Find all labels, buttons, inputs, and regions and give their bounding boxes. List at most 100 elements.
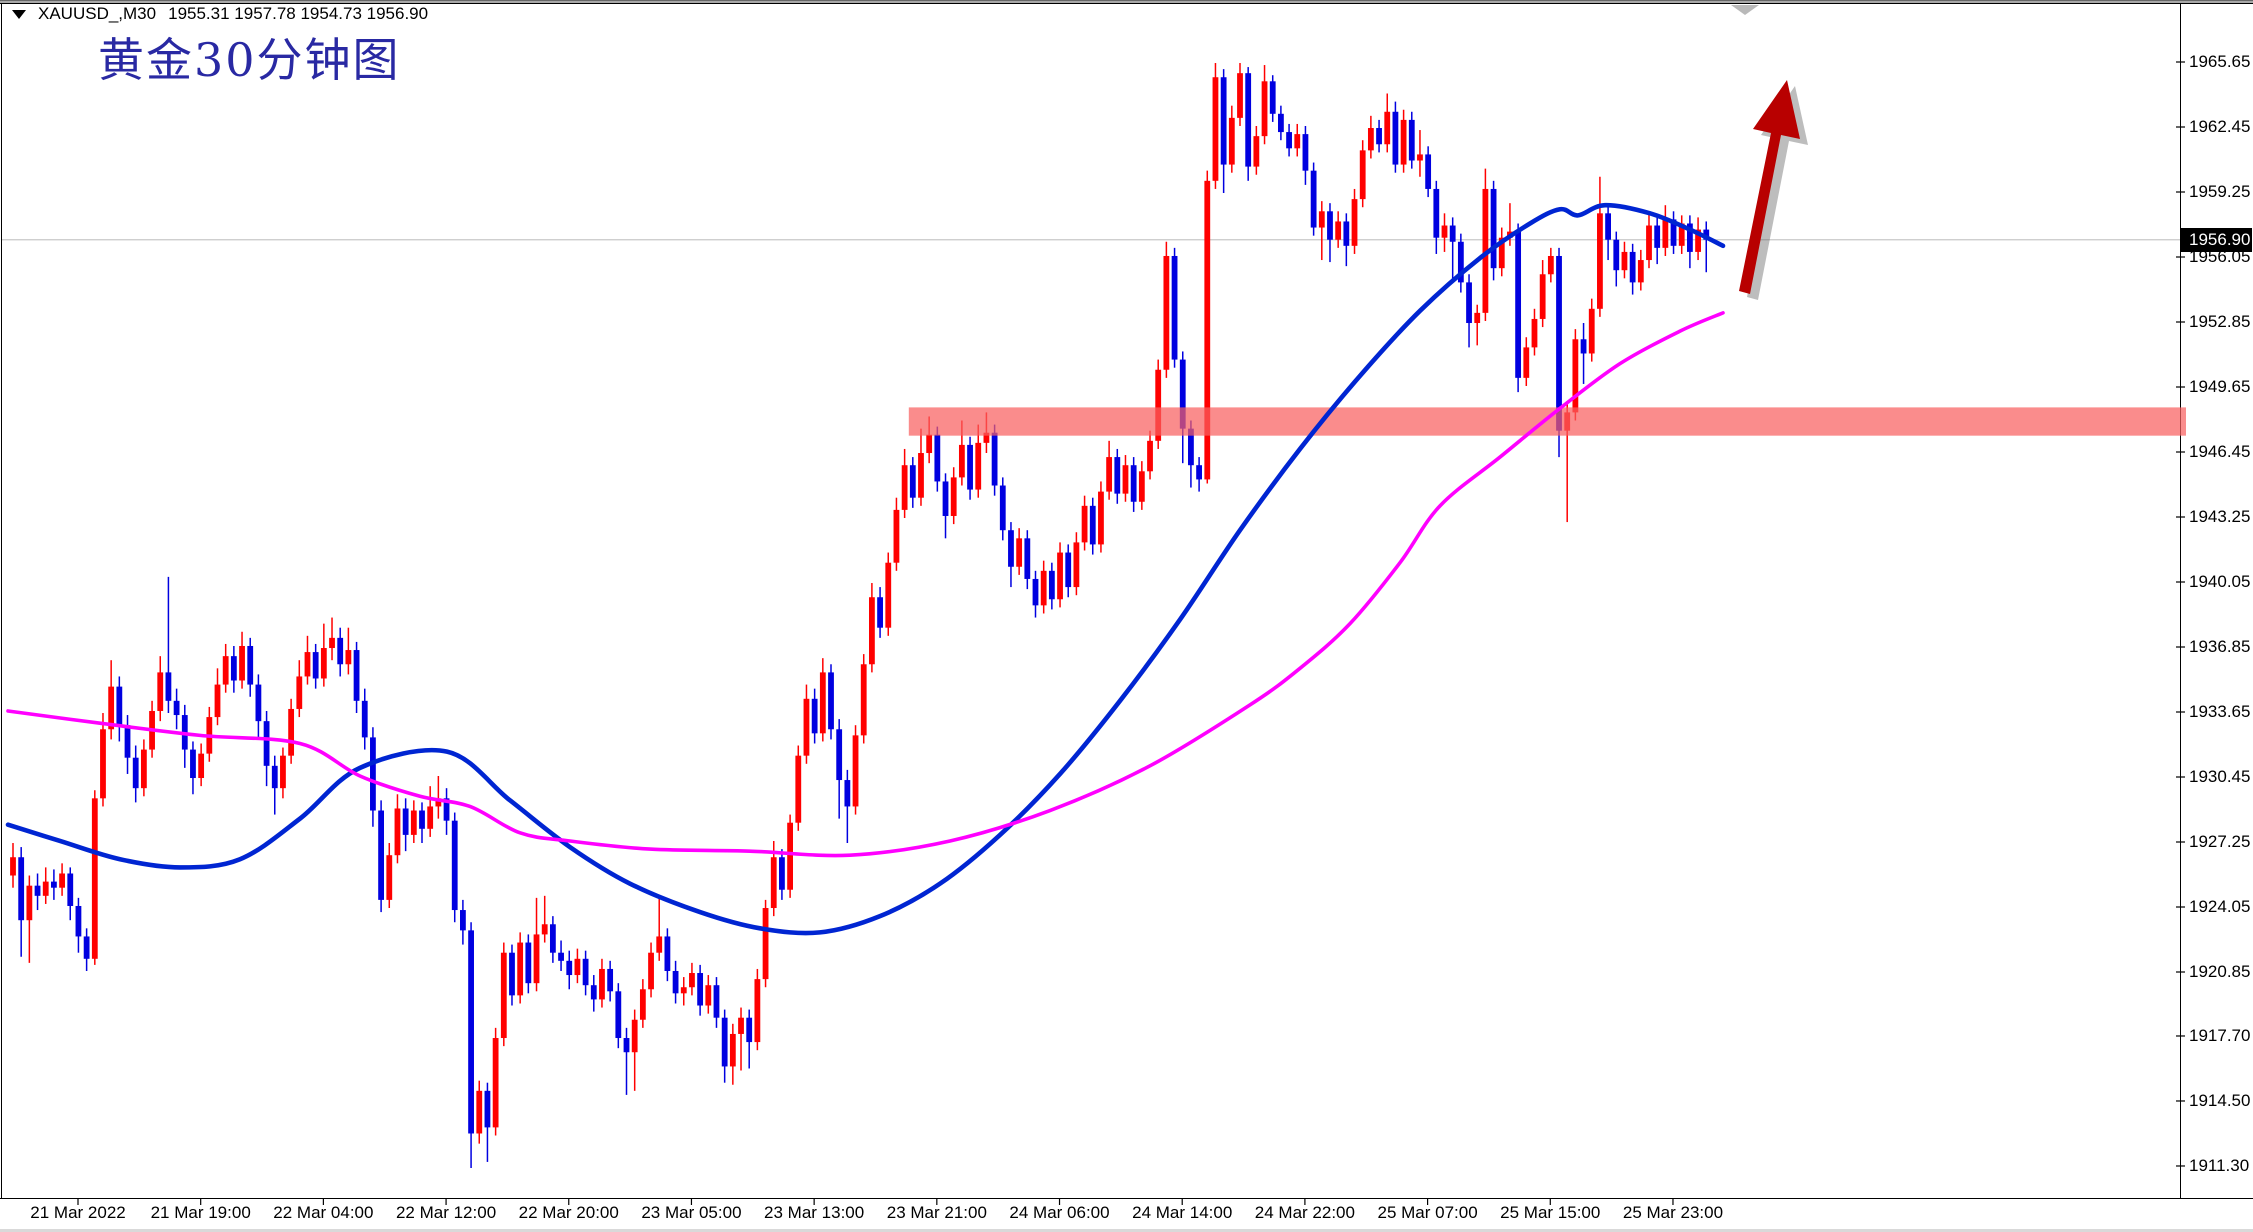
candle-up <box>1081 505 1088 543</box>
candle-down <box>1449 225 1456 242</box>
candle-up <box>738 1017 744 1034</box>
candle-down <box>1556 255 1562 431</box>
candle-up <box>1098 491 1104 545</box>
candle-down <box>378 810 384 900</box>
candle-down <box>1376 128 1382 145</box>
candle-up <box>320 648 327 679</box>
candle-up <box>1400 119 1407 165</box>
x-axis-label: 22 Mar 20:00 <box>518 1203 619 1222</box>
candle-down <box>664 936 671 971</box>
candle-down <box>34 885 41 896</box>
time-axis-line <box>0 1198 2253 1199</box>
current-price-badge: 1956.90 <box>2181 227 2252 252</box>
y-axis-label: 1962.45 <box>2189 117 2251 136</box>
candle-down <box>1245 73 1252 167</box>
candle-down <box>549 924 556 953</box>
candle-up <box>1294 134 1301 149</box>
candle-up <box>869 597 875 665</box>
candle-up <box>1441 225 1448 238</box>
candle-up <box>1212 77 1219 181</box>
candle-up <box>394 808 401 856</box>
candle-up <box>631 1019 638 1053</box>
symbol-dropdown-icon[interactable] <box>12 9 26 19</box>
candle-down <box>672 970 679 994</box>
candle-up <box>1572 339 1579 413</box>
candle-up <box>1539 274 1546 319</box>
candle-down <box>1286 132 1292 149</box>
candle-up <box>42 881 49 896</box>
x-axis-label: 25 Mar 15:00 <box>1500 1203 1601 1222</box>
candle-down <box>451 820 458 911</box>
candle-down <box>1130 465 1137 502</box>
candle-up <box>648 952 654 990</box>
candle-up <box>1588 308 1595 354</box>
y-axis-label: 1927.25 <box>2189 832 2251 851</box>
chart-ohlc-quote: 1955.31 1957.78 1954.73 1956.90 <box>168 4 429 23</box>
candle-down <box>1089 505 1096 545</box>
candle-up <box>1662 219 1669 248</box>
candle-down <box>991 432 998 486</box>
ma-slow-line <box>6 311 1725 858</box>
candle-up <box>1547 255 1554 275</box>
candle-up <box>574 958 581 976</box>
candle-down <box>402 808 409 835</box>
candle-up <box>1138 471 1145 502</box>
candle-up <box>1057 552 1063 600</box>
candle-up <box>1122 465 1129 494</box>
candle-down <box>525 942 532 984</box>
candle-up <box>1147 440 1153 472</box>
candle-up <box>1637 260 1644 283</box>
candle-down <box>1433 188 1440 238</box>
candle-up <box>492 1038 499 1128</box>
x-axis-label: 25 Mar 07:00 <box>1377 1203 1478 1222</box>
candle-up <box>983 432 990 443</box>
candle-down <box>1392 111 1399 165</box>
candle-up <box>803 698 810 756</box>
candle-down <box>1310 170 1317 228</box>
candle-down <box>247 645 254 685</box>
x-axis-label: 21 Mar 2022 <box>30 1203 126 1222</box>
candle-down <box>51 881 57 888</box>
candle-up <box>386 855 393 900</box>
candle-up <box>26 885 33 921</box>
candle-down <box>312 652 319 679</box>
candle-down <box>1196 465 1202 480</box>
candle-up <box>1237 73 1243 118</box>
candle-up <box>345 650 352 665</box>
candle-up <box>157 672 164 711</box>
y-axis-label: 1911.30 <box>2189 1155 2250 1175</box>
candle-up <box>893 509 900 563</box>
y-axis-label: 1914.50 <box>2189 1090 2251 1110</box>
candle-up <box>1367 128 1374 151</box>
candle-down <box>779 857 785 890</box>
candle-up <box>91 798 98 959</box>
candle-down <box>623 1038 630 1053</box>
chart-shift-marker-icon[interactable] <box>1731 5 1759 15</box>
candle-up <box>1482 188 1489 313</box>
candle-down <box>746 1017 753 1043</box>
candle-up <box>329 637 335 649</box>
trend-arrow-shadow <box>1747 86 1808 300</box>
candle-up <box>975 442 982 490</box>
chart-left-border <box>1 4 2 1198</box>
y-axis-label: 1924.05 <box>2189 897 2251 916</box>
y-axis-label: 1933.65 <box>2189 702 2251 721</box>
x-axis-label: 25 Mar 23:00 <box>1622 1203 1724 1222</box>
candle-down <box>1629 251 1636 283</box>
x-axis-label: 24 Mar 22:00 <box>1254 1203 1355 1222</box>
candle-down <box>1343 221 1350 246</box>
y-axis-label: 1917.70 <box>2189 1025 2251 1045</box>
candle-down <box>607 968 614 992</box>
candle-down <box>67 873 74 906</box>
candle-down <box>934 434 941 482</box>
candle-up <box>1597 213 1603 309</box>
candle-down <box>165 672 172 701</box>
candle-down <box>566 960 573 976</box>
candle-up <box>1474 312 1481 324</box>
candle-down <box>1048 570 1055 600</box>
candle-down <box>190 749 196 779</box>
candle-up <box>770 857 777 909</box>
candle-down <box>18 857 25 921</box>
y-axis-label: 1936.85 <box>2189 637 2251 656</box>
